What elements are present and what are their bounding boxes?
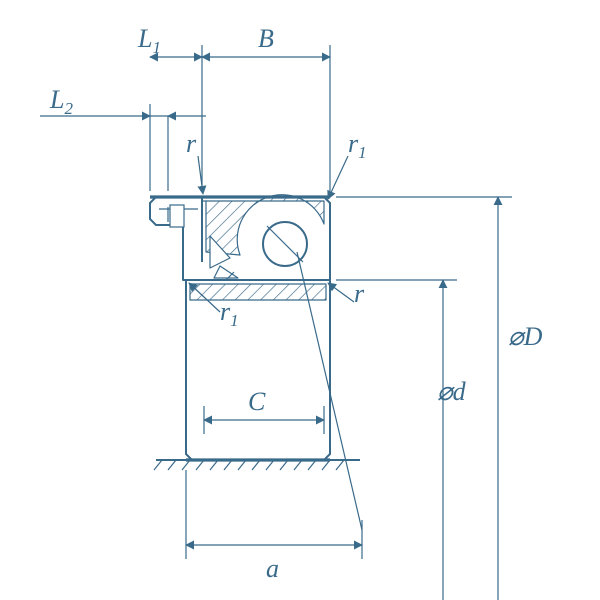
bearing-cross-section-diagram: BL1L2rr1r1rCa⌀D⌀d	[0, 0, 600, 600]
svg-text:r: r	[186, 129, 197, 158]
svg-text:⌀D: ⌀D	[508, 322, 543, 351]
svg-text:B: B	[258, 24, 274, 53]
svg-text:r: r	[354, 279, 365, 308]
svg-text:L1: L1	[137, 24, 161, 57]
svg-text:a: a	[266, 554, 279, 583]
svg-text:r1: r1	[348, 129, 367, 162]
svg-text:⌀d: ⌀d	[437, 377, 467, 406]
svg-text:C: C	[248, 387, 266, 416]
svg-text:L2: L2	[49, 85, 73, 118]
